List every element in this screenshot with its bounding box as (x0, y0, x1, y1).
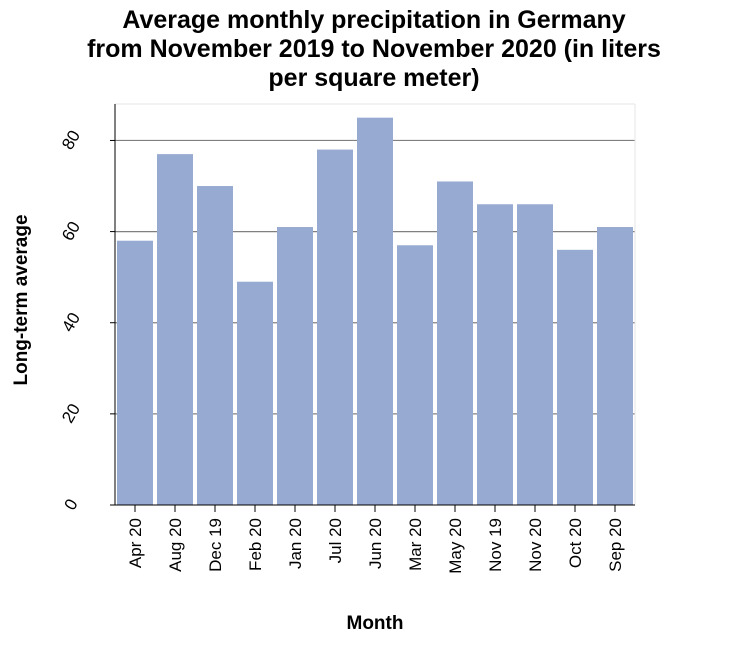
bar (157, 154, 193, 505)
bar (477, 204, 513, 505)
x-tick-label: Jul 20 (326, 518, 345, 563)
x-tick-label: Aug 20 (166, 518, 185, 572)
x-tick-label: Mar 20 (406, 518, 425, 571)
x-tick-label: Feb 20 (246, 518, 265, 571)
bar (357, 117, 393, 505)
bar (397, 245, 433, 506)
x-tick-label: Apr 20 (126, 518, 145, 568)
bar (277, 227, 313, 505)
bar (117, 240, 153, 506)
x-axis-label: Month (346, 613, 404, 634)
x-tick-label: May 20 (446, 518, 465, 574)
x-tick-label: Oct 20 (566, 518, 585, 568)
y-tick-label: 40 (58, 309, 84, 335)
bar (197, 186, 233, 506)
x-tick-label: Dec 19 (206, 518, 225, 572)
x-tick-label: Jun 20 (366, 518, 385, 569)
y-tick-label: 80 (58, 127, 84, 153)
y-tick-label: 60 (58, 218, 84, 244)
x-tick-label: Nov 19 (486, 518, 505, 572)
bar (437, 181, 473, 505)
bar (557, 249, 593, 505)
bar (317, 149, 353, 505)
bar (517, 204, 553, 505)
axes (110, 104, 635, 512)
y-axis-label: Long-term average (11, 214, 32, 386)
chart-title: Average monthly precipitation in Germany… (87, 6, 661, 92)
bar (237, 281, 273, 505)
y-tick-labels: 0 20 40 60 80 (58, 127, 84, 513)
y-tick-label: 0 (61, 496, 82, 514)
x-tick-label: Jan 20 (286, 518, 305, 569)
bars (117, 117, 633, 506)
x-tick-labels: Apr 20 Aug 20 Dec 19 Feb 20 Jan 20 Jul 20 Jun … (126, 518, 625, 574)
x-tick-label: Sep 20 (606, 518, 625, 572)
x-tick-label: Nov 20 (526, 518, 545, 572)
bar (597, 227, 633, 505)
y-tick-label: 20 (58, 400, 84, 426)
